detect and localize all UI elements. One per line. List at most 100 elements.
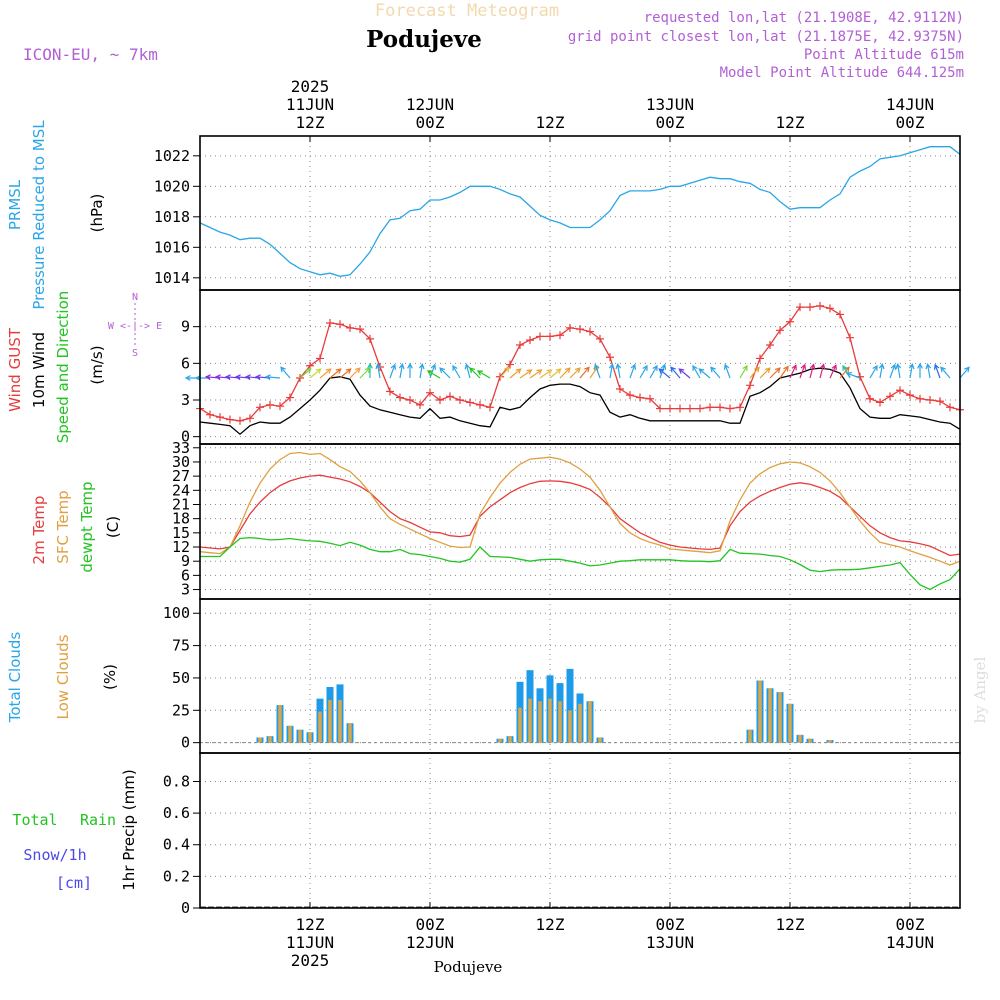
wind-arrow xyxy=(569,367,581,379)
wind-arrow xyxy=(359,367,371,379)
cloud-bar-low xyxy=(258,737,262,743)
gust-marker xyxy=(946,403,954,412)
y-tick-label: 75 xyxy=(172,637,190,655)
y-tick-label: 9 xyxy=(181,552,190,570)
wind-arrow xyxy=(759,367,771,379)
gust-marker xyxy=(466,398,474,407)
y-tick-label: 21 xyxy=(172,495,190,513)
cloud-bar-low xyxy=(778,692,782,743)
wind-arrow xyxy=(329,368,342,379)
cloud-bar-low xyxy=(278,705,282,743)
cloud-bar-low xyxy=(758,680,762,743)
y-tick-label: 1016 xyxy=(154,238,190,256)
wind-arrow xyxy=(917,362,923,378)
wind-arrow xyxy=(639,364,648,379)
wind-arrow xyxy=(698,368,711,379)
wind-arrow xyxy=(509,368,522,379)
wind-arrow xyxy=(658,368,671,379)
cloud-bar-low xyxy=(518,707,522,743)
label-wind-gust: Wind GUST xyxy=(6,327,24,412)
location-title: Podujeve xyxy=(366,26,482,53)
top-time-label: 00Z xyxy=(656,113,685,132)
gust-marker xyxy=(316,354,324,363)
model-altitude: Model Point Altitude 644.125m xyxy=(720,65,964,81)
model-label: ICON-EU, ~ 7km xyxy=(23,45,158,64)
cloud-bar-low xyxy=(558,701,562,743)
label-total-rain: Total xyxy=(12,811,57,829)
compass-s: S xyxy=(132,348,138,359)
wind-arrow xyxy=(439,367,451,379)
cloud-bar-low xyxy=(538,701,542,743)
label-percent: (%) xyxy=(101,664,119,690)
gust-marker xyxy=(256,403,264,412)
wind-arrow xyxy=(469,367,481,379)
wind-arrow xyxy=(529,369,543,379)
cloud-bar-low xyxy=(298,729,302,743)
cloud-bar-low xyxy=(748,729,752,743)
panel-frame xyxy=(199,289,961,445)
cloud-bar-low xyxy=(568,710,572,743)
gust-marker xyxy=(366,334,374,343)
wind-arrow xyxy=(933,363,941,379)
footer-location: Podujeve xyxy=(434,958,503,976)
bottom-time-label: 12JUN xyxy=(406,933,454,952)
panel-frame xyxy=(199,752,961,909)
gust-marker xyxy=(756,354,764,363)
cloud-bar-low xyxy=(598,737,602,743)
cloud-bar-low xyxy=(588,701,592,743)
wind-arrow xyxy=(559,367,571,379)
gust-marker xyxy=(306,361,314,370)
y-tick-label: 24 xyxy=(172,481,190,499)
wind-arrow xyxy=(940,366,951,379)
bottom-time-label: 14JUN xyxy=(886,933,934,952)
gust-marker xyxy=(426,388,434,397)
wind-arrow xyxy=(375,362,382,379)
bottom-time-label: 00Z xyxy=(896,915,925,934)
wind-arrow xyxy=(869,364,878,379)
y-tick-label: 3 xyxy=(181,391,190,409)
cloud-bar-low xyxy=(798,734,802,743)
wind-arrow xyxy=(407,362,413,378)
gust-marker xyxy=(606,353,614,362)
wind-arrow xyxy=(629,363,637,379)
cloud-bar-low xyxy=(788,703,792,743)
gust-marker xyxy=(936,397,944,406)
cloud-bar-low xyxy=(808,738,812,743)
top-time-label: 12Z xyxy=(776,113,805,132)
y-tick-label: 6 xyxy=(181,566,190,584)
wind-arrow xyxy=(367,362,373,378)
gust-marker xyxy=(726,404,734,413)
gust-marker xyxy=(586,327,594,336)
cloud-bar-low xyxy=(828,740,832,743)
gust-marker xyxy=(876,398,884,407)
gust-marker xyxy=(796,303,804,312)
top-time-label: 12Z xyxy=(536,113,565,132)
label-total-clouds: Total Clouds xyxy=(6,632,24,724)
label-hpa: (hPa) xyxy=(88,194,106,233)
gust-marker xyxy=(556,331,564,340)
gust-marker xyxy=(836,310,844,319)
gust-marker xyxy=(636,393,644,402)
gust-marker xyxy=(896,386,904,395)
gust-marker xyxy=(346,323,354,332)
top-time-label: 13JUN xyxy=(646,95,694,114)
y-tick-label: 0 xyxy=(181,428,190,446)
wind-arrow xyxy=(299,368,312,379)
wind-arrow xyxy=(959,366,970,379)
bottom-time-label: 00Z xyxy=(416,915,445,934)
gust-marker xyxy=(526,336,534,345)
bottom-time-label: 12Z xyxy=(536,915,565,934)
gust-marker xyxy=(216,413,224,422)
wind-arrow xyxy=(418,362,425,379)
wind-arrow xyxy=(710,366,721,379)
point-altitude: Point Altitude 615m xyxy=(804,47,964,63)
cloud-bar-low xyxy=(528,698,532,743)
y-tick-label: 3 xyxy=(181,581,190,599)
y-tick-label: 6 xyxy=(181,354,190,372)
wind-arrow xyxy=(895,362,902,379)
cloud-bar-low xyxy=(768,688,772,743)
gust-marker xyxy=(596,334,604,343)
cloud-bar-low xyxy=(548,698,552,743)
